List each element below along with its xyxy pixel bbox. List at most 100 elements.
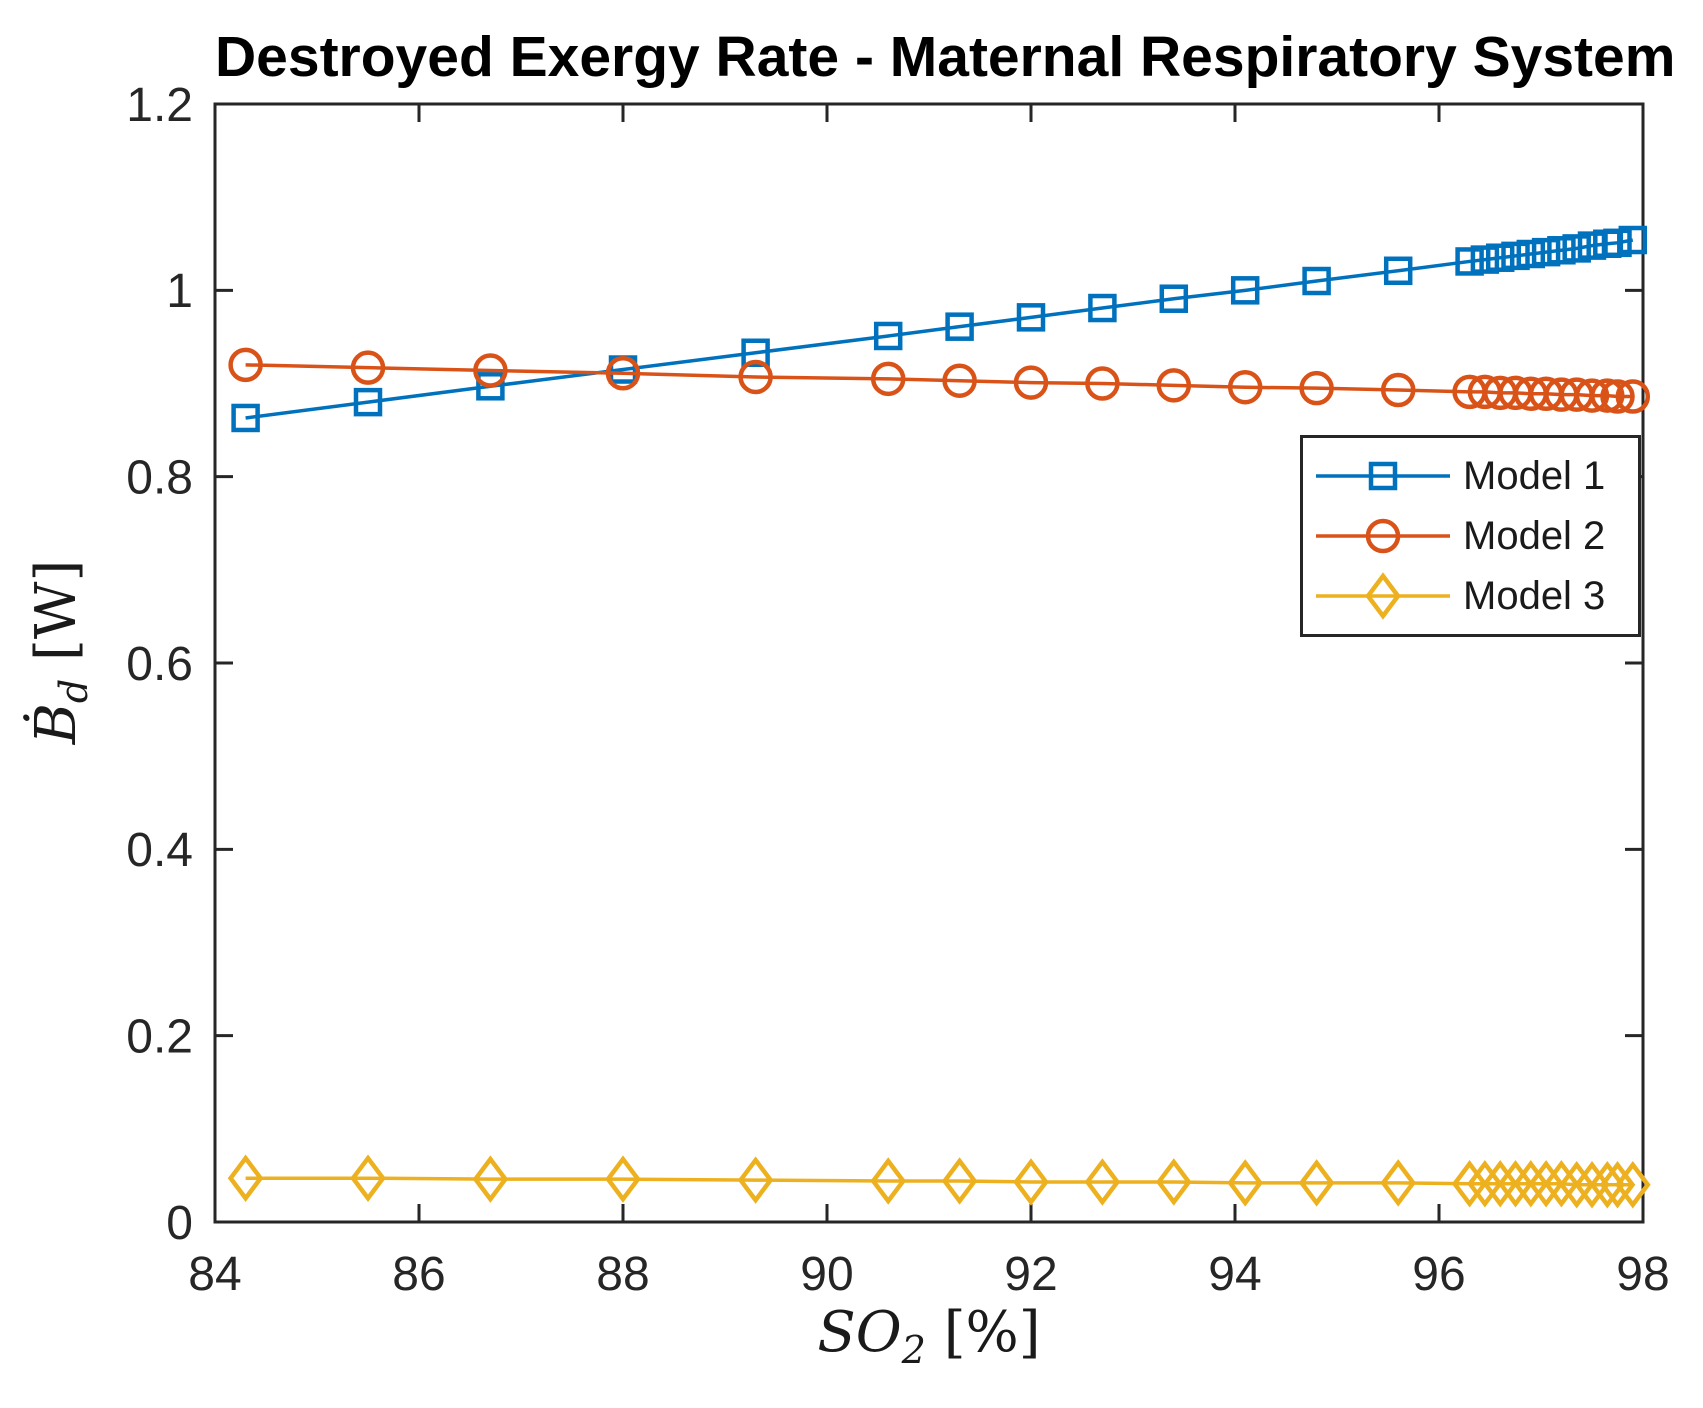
circle-marker [1299, 370, 1334, 406]
diamond-marker [1380, 1159, 1417, 1207]
diamond-marker [1543, 1160, 1580, 1208]
square-marker [1302, 266, 1331, 296]
x-axis-label: SO2 [%] [215, 1300, 1643, 1372]
diamond-marker [1558, 1160, 1595, 1209]
square-marker [1159, 284, 1189, 313]
diamond-marker [941, 1157, 978, 1205]
y-tick-label: 0 [166, 1197, 193, 1250]
square-marker [741, 338, 770, 368]
y-axis-label: Ḃd [W] [24, 560, 96, 745]
diamond-marker [227, 1154, 264, 1202]
y-tick-label: 1 [166, 265, 193, 318]
diamond-marker [1614, 1160, 1651, 1209]
circle-marker [1013, 365, 1049, 400]
y-tick-label: 0.8 [126, 451, 193, 504]
x-axis-label-base: SO [817, 1300, 902, 1365]
axes-box [213, 102, 1645, 1224]
model-1-line-marker-icon [1316, 461, 1450, 491]
series-model-2 [228, 347, 1651, 414]
square-marker [1516, 239, 1546, 269]
square-marker [476, 372, 505, 401]
square-marker [1368, 461, 1398, 491]
diamond-marker [1013, 1158, 1049, 1206]
circle-marker [1600, 379, 1635, 414]
circle-marker [1590, 378, 1625, 413]
model-2-line-marker-icon [1316, 518, 1450, 554]
y-tick-label: 1.2 [126, 79, 193, 132]
square-marker [1562, 234, 1591, 263]
square-marker [1230, 276, 1260, 305]
x-tick-label: 92 [1004, 1248, 1057, 1301]
y-tick-label: 0.6 [126, 638, 193, 691]
diamond-marker [1298, 1159, 1335, 1207]
x-tick-label: 96 [1412, 1248, 1465, 1301]
x-tick-label: 84 [188, 1248, 241, 1301]
diamond-marker [1227, 1159, 1264, 1207]
diamond-marker [1497, 1160, 1534, 1208]
circle-marker [1574, 378, 1610, 413]
circle-marker [1380, 372, 1416, 408]
diamond-marker [737, 1156, 774, 1204]
diamond-marker [605, 1155, 641, 1203]
circle-marker [1156, 368, 1192, 403]
series-model-1 [231, 225, 1648, 433]
legend-label-model-2: Model 2 [1463, 513, 1606, 558]
square-marker [353, 387, 383, 417]
y-axis-label-subscript: d [52, 678, 97, 704]
diamond-marker [1528, 1160, 1564, 1208]
circle-marker [473, 353, 508, 388]
legend-entry-model-3: Model 3 [1303, 570, 1638, 622]
legend-label-model-3: Model 3 [1463, 573, 1606, 618]
diamond-marker [472, 1155, 509, 1203]
y-axis-label-unit: [W] [23, 559, 89, 679]
circle-marker [870, 361, 906, 397]
square-marker [1547, 236, 1576, 265]
diamond-marker [1155, 1158, 1192, 1206]
square-marker [1501, 241, 1530, 271]
y-tick-label: 0.2 [126, 1010, 193, 1063]
series-line [245, 1176, 1633, 1187]
diamond-marker [870, 1157, 907, 1205]
legend-entry-model-1: Model 1 [1303, 450, 1638, 502]
circle-marker [1085, 366, 1120, 401]
x-tick-label: 88 [596, 1248, 649, 1301]
square-marker [1603, 228, 1632, 258]
model-3-line-marker-icon [1316, 572, 1450, 620]
square-marker [1455, 247, 1484, 276]
square-marker [231, 403, 260, 433]
diamond-marker [1512, 1160, 1549, 1208]
diamond-marker [1365, 572, 1401, 620]
square-marker [1531, 237, 1561, 267]
chart-title: Destroyed Exergy Rate - Maternal Respira… [215, 25, 1676, 89]
circle-marker [1615, 379, 1651, 414]
diamond-marker [1482, 1160, 1519, 1208]
y-tick-label: 0.4 [126, 824, 193, 877]
square-marker [1088, 293, 1117, 323]
x-tick-label: 86 [392, 1248, 445, 1301]
legend-label-model-1: Model 1 [1463, 453, 1606, 498]
series-line [245, 238, 1634, 420]
circle-marker [942, 363, 977, 398]
x-tick-label: 94 [1208, 1248, 1261, 1301]
square-marker [873, 321, 903, 351]
circle-marker [738, 359, 773, 395]
diamond-marker [1084, 1158, 1121, 1206]
diamond-marker [1467, 1160, 1503, 1208]
circle-marker [1227, 369, 1263, 405]
x-axis-label-subscript: 2 [901, 1328, 926, 1373]
square-marker [1470, 245, 1500, 274]
x-axis-label-unit: [%] [925, 1300, 1041, 1365]
square-marker [1383, 256, 1413, 286]
circle-marker [605, 356, 641, 391]
x-tick-label: 90 [800, 1248, 853, 1301]
diamond-marker [1451, 1160, 1488, 1208]
x-tick-label: 98 [1616, 1248, 1669, 1301]
circle-marker [228, 347, 263, 383]
diamond-marker [350, 1154, 386, 1202]
legend: Model 1 Model 2 Model 3 [1300, 435, 1641, 637]
diamond-marker [1589, 1160, 1626, 1209]
series-model-3 [227, 1154, 1651, 1209]
legend-entry-model-2: Model 2 [1303, 510, 1638, 562]
circle-marker [1365, 518, 1401, 554]
